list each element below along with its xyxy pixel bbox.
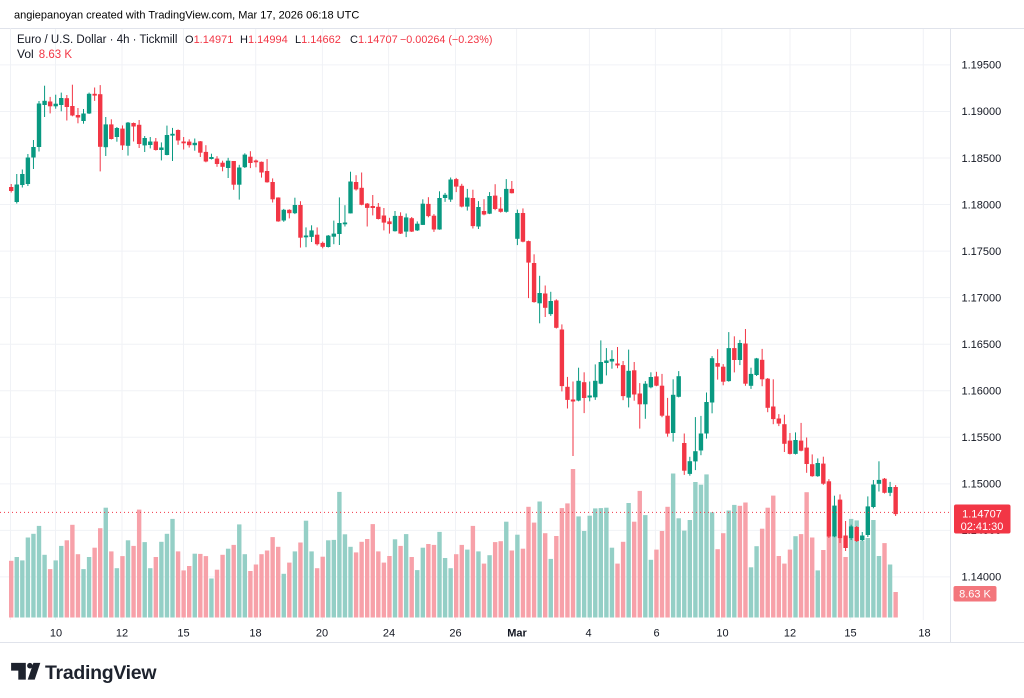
svg-text:1.19500: 1.19500 [962, 60, 1002, 72]
svg-text:1.18000: 1.18000 [962, 199, 1002, 211]
svg-text:1.15500: 1.15500 [962, 432, 1002, 444]
svg-text:1.18500: 1.18500 [962, 153, 1002, 165]
svg-text:angiepanoyan created with Trad: angiepanoyan created with TradingView.co… [14, 10, 359, 22]
svg-text:TradingView: TradingView [45, 662, 157, 684]
svg-text:15: 15 [177, 628, 189, 640]
svg-text:1.17500: 1.17500 [962, 246, 1002, 258]
svg-text:26: 26 [449, 628, 461, 640]
svg-text:10: 10 [50, 628, 62, 640]
svg-text:18: 18 [249, 628, 261, 640]
svg-text:1.15000: 1.15000 [962, 479, 1002, 491]
svg-text:L1.14662: L1.14662 [295, 34, 341, 46]
svg-text:8.63 K: 8.63 K [959, 589, 991, 601]
svg-text:1.14707: 1.14707 [962, 509, 1002, 521]
svg-text:1.16500: 1.16500 [962, 339, 1002, 351]
svg-text:15: 15 [844, 628, 856, 640]
svg-text:8.63 K: 8.63 K [39, 49, 73, 61]
svg-text:10: 10 [716, 628, 728, 640]
svg-text:H1.14994: H1.14994 [240, 34, 288, 46]
svg-text:C1.14707: C1.14707 [350, 34, 398, 46]
svg-text:−0.00264 (−0.23%): −0.00264 (−0.23%) [400, 34, 492, 46]
svg-text:6: 6 [653, 628, 659, 640]
svg-text:1.16000: 1.16000 [962, 386, 1002, 398]
svg-text:4: 4 [585, 628, 591, 640]
svg-text:12: 12 [784, 628, 796, 640]
svg-text:1.17000: 1.17000 [962, 292, 1002, 304]
svg-text:12: 12 [116, 628, 128, 640]
svg-text:02:41:30: 02:41:30 [961, 521, 1004, 533]
svg-text:Mar: Mar [507, 628, 527, 640]
svg-text:20: 20 [316, 628, 328, 640]
svg-text:24: 24 [383, 628, 395, 640]
svg-text:18: 18 [918, 628, 930, 640]
svg-text:1.14000: 1.14000 [962, 572, 1002, 584]
svg-text:Vol: Vol [17, 47, 34, 61]
svg-text:O1.14971: O1.14971 [185, 34, 233, 46]
svg-text:1.19000: 1.19000 [962, 106, 1002, 118]
svg-text:Euro / U.S. Dollar · 4h · Tick: Euro / U.S. Dollar · 4h · Tickmill [17, 34, 177, 46]
